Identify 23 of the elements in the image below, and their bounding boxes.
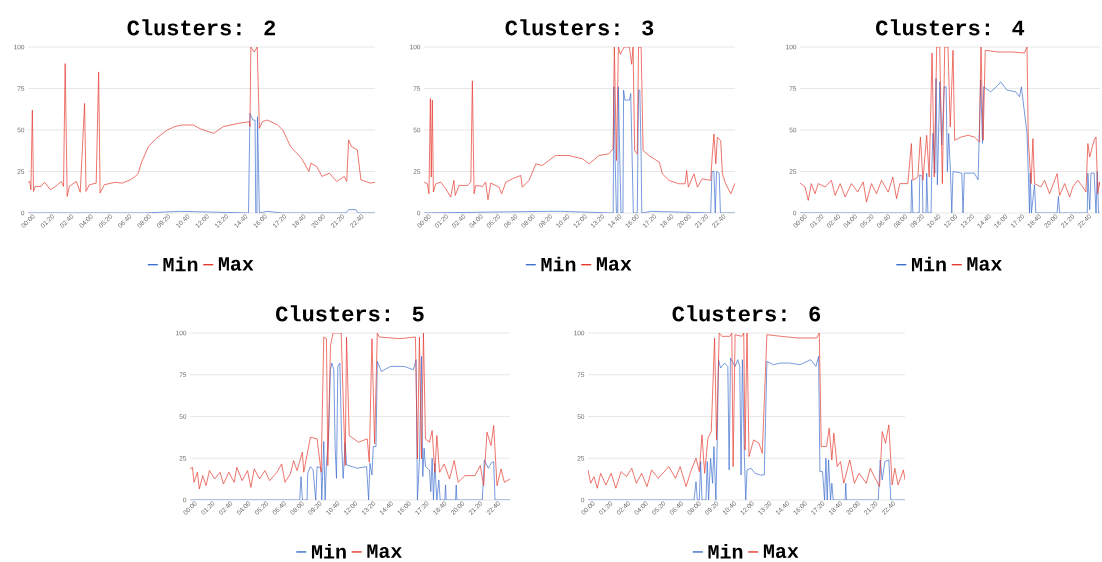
legend-label: Min xyxy=(541,256,576,272)
line-series xyxy=(190,356,510,501)
legend-label: Max xyxy=(218,257,254,271)
legend-label: Min xyxy=(311,543,346,559)
legend-label: Min xyxy=(708,543,743,559)
chart-title: Clusters: 6 xyxy=(672,305,821,322)
chart-title: Clusters: 3 xyxy=(505,19,654,36)
legend-label: Max xyxy=(763,544,799,558)
chart-title: Clusters: 5 xyxy=(276,305,424,322)
line-series xyxy=(28,47,376,197)
legend-label: Min xyxy=(911,256,946,272)
legend-label: Max xyxy=(367,544,402,558)
chart-title: Clusters: 4 xyxy=(876,19,1025,36)
line-series xyxy=(800,78,1101,214)
legend-label: Min xyxy=(163,256,198,272)
line-series xyxy=(28,113,376,214)
legend-label: Max xyxy=(967,257,1002,271)
legend-label: Max xyxy=(596,257,632,271)
line-series xyxy=(800,47,1101,203)
chart-title: Clusters: 2 xyxy=(127,19,276,36)
line-series xyxy=(588,356,906,501)
line-series xyxy=(588,333,906,489)
line-series xyxy=(424,86,736,214)
